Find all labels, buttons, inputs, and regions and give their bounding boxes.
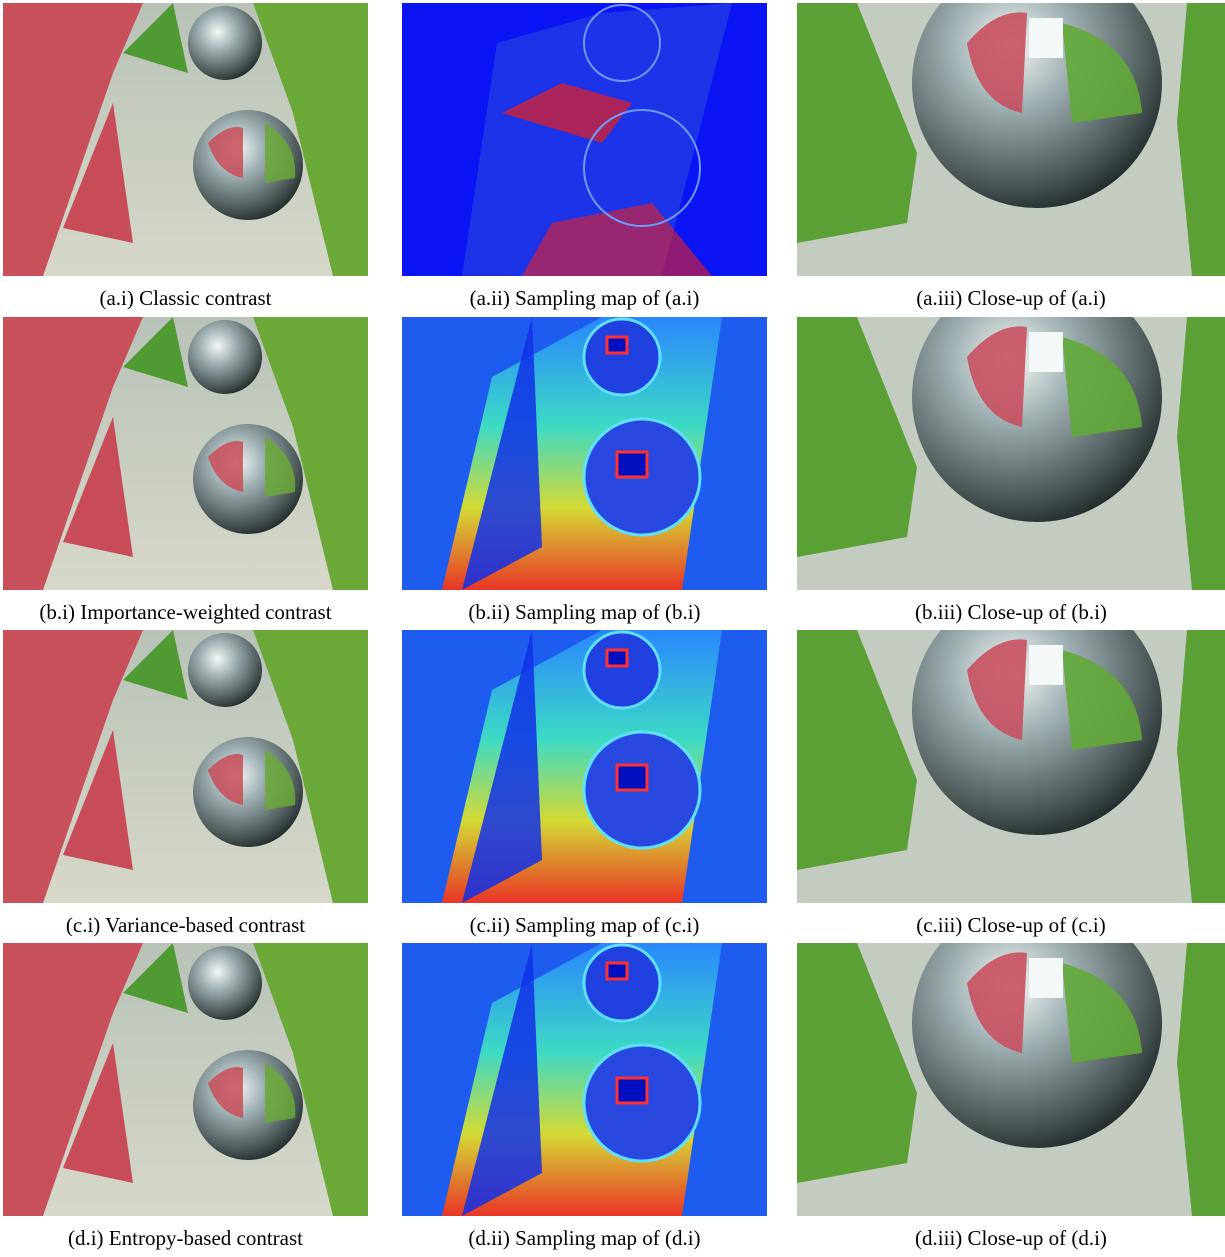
sampling-map bbox=[402, 317, 767, 590]
caption: (c.ii) Sampling map of (c.i) bbox=[382, 913, 787, 938]
caption: (b.iii) Close-up of (b.i) bbox=[777, 600, 1225, 625]
close-up-image bbox=[797, 317, 1225, 590]
render-image bbox=[3, 3, 368, 276]
figure: (a.i) Classic contrast(a.ii) Sampling ma… bbox=[0, 0, 1225, 1257]
close-up-image bbox=[797, 943, 1225, 1216]
caption: (d.ii) Sampling map of (d.i) bbox=[382, 1226, 787, 1251]
render-image bbox=[3, 317, 368, 590]
caption: (b.ii) Sampling map of (b.i) bbox=[382, 600, 787, 625]
sampling-map bbox=[402, 3, 767, 276]
caption: (a.ii) Sampling map of (a.i) bbox=[382, 286, 787, 311]
caption: (a.i) Classic contrast bbox=[0, 286, 388, 311]
render-image bbox=[3, 943, 368, 1216]
render-image bbox=[3, 630, 368, 903]
caption: (d.iii) Close-up of (d.i) bbox=[777, 1226, 1225, 1251]
caption: (c.i) Variance-based contrast bbox=[0, 913, 388, 938]
close-up-image bbox=[797, 630, 1225, 903]
caption: (b.i) Importance-weighted contrast bbox=[0, 600, 388, 625]
sampling-map bbox=[402, 630, 767, 903]
close-up-image bbox=[797, 3, 1225, 276]
sampling-map bbox=[402, 943, 767, 1216]
caption: (c.iii) Close-up of (c.i) bbox=[777, 913, 1225, 938]
caption: (a.iii) Close-up of (a.i) bbox=[777, 286, 1225, 311]
caption: (d.i) Entropy-based contrast bbox=[0, 1226, 388, 1251]
